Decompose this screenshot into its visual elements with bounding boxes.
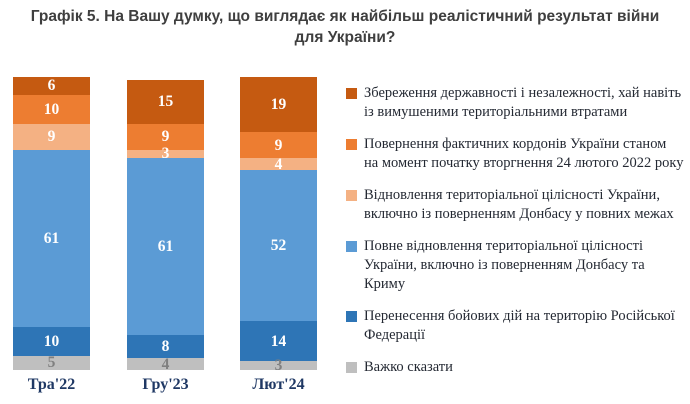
segment-value-label: 5 [47,354,56,372]
bar-segment: 4 [127,355,204,373]
segment-value-label: 10 [43,100,60,118]
segment-value-label: 10 [43,332,60,350]
stacked-bar: 15 9 3 61 8 4 [127,80,204,373]
bar-segment: 6 [13,77,90,95]
legend-label: Повернення фактичних кордонів України ст… [364,136,684,171]
bar-segment: 4 [240,155,317,173]
bar-segment: 9 [240,132,317,159]
legend-item: Перенесення бойових дій на територію Рос… [346,307,684,345]
bar-segment: 10 [13,94,90,124]
segment-value-label: 9 [274,136,283,154]
bar-segment: 61 [13,149,90,327]
x-axis-label: Лют'24 [252,376,305,393]
bar-segment: 10 [13,326,90,356]
segment-value-label: 6 [47,77,56,95]
legend-label: Перенесення бойових дій на територію Рос… [364,308,675,343]
legend-swatch-icon [346,88,357,99]
segment-value-label: 8 [161,338,170,356]
legend-swatch-icon [346,241,357,252]
bar-segment: 52 [240,169,317,321]
legend-item: Повернення фактичних кордонів України ст… [346,135,684,173]
bar-segment: 3 [240,357,317,375]
segment-value-label: 4 [274,155,283,173]
legend-item: Відновлення територіальної цілісності Ук… [346,186,684,224]
bar-segment: 3 [127,146,204,162]
bar-segment: 15 [127,80,204,124]
segment-value-label: 4 [161,355,170,373]
x-axis-label: Тра'22 [27,376,76,393]
legend-item: Повне відновлення територіальної цілісно… [346,237,684,294]
chart-title: Графік 5. На Вашу думку, що виглядає як … [30,8,660,46]
legend-label: Збереження державності і незалежності, х… [364,85,682,120]
legend-swatch-icon [346,139,357,150]
segment-value-label: 3 [161,145,170,163]
segment-value-label: 9 [47,128,56,146]
x-axis-label: Гру'23 [142,376,189,393]
legend-item: Важко сказати [346,358,684,377]
legend-swatch-icon [346,311,357,322]
segment-value-label: 9 [161,128,170,146]
bar-segment: 8 [127,335,204,359]
legend-label: Повне відновлення територіальної цілісно… [364,238,645,292]
chart-legend: Збереження державності і незалежності, х… [346,84,684,390]
stacked-bar: 6 10 9 61 10 5 [13,77,90,372]
bar-segment: 61 [127,158,204,336]
bar-segment: 9 [13,123,90,150]
segment-value-label: 52 [270,236,287,254]
stacked-bar: 19 9 4 52 14 3 [240,77,317,375]
legend-swatch-icon [346,362,357,373]
legend-item: Збереження державності і незалежності, х… [346,84,684,122]
legend-swatch-icon [346,190,357,201]
bar-segment: 9 [127,123,204,150]
legend-label: Відновлення територіальної цілісності Ук… [364,187,674,222]
segment-value-label: 61 [157,238,174,256]
segment-value-label: 15 [157,93,174,111]
bar-segment: 5 [13,354,90,372]
segment-value-label: 3 [274,357,283,375]
segment-value-label: 61 [43,229,60,247]
segment-value-label: 14 [270,332,287,350]
bar-segment: 14 [240,320,317,362]
segment-value-label: 19 [270,96,287,114]
bar-segment: 19 [240,77,317,133]
legend-label: Важко сказати [364,359,453,375]
